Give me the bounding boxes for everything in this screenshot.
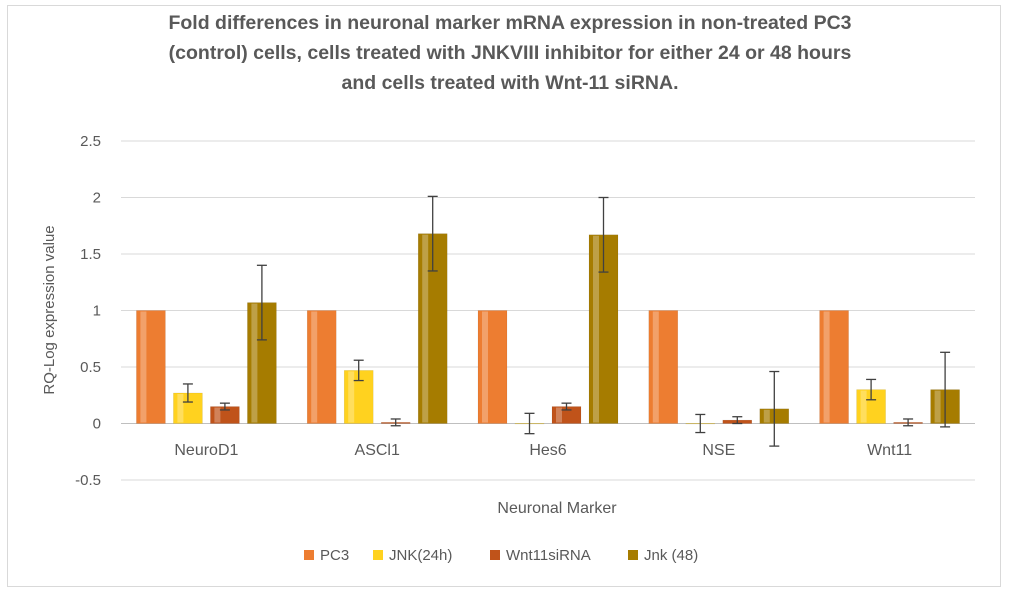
legend-label: PC3 xyxy=(320,547,349,564)
chart-title-line-3: and cells treated with Wnt-11 siRNA. xyxy=(341,72,679,94)
y-tick-label: 2 xyxy=(93,190,101,207)
bar-highlight xyxy=(823,311,830,423)
bar-highlight xyxy=(311,311,318,423)
bar-highlight xyxy=(593,235,599,423)
bar xyxy=(306,310,337,424)
y-tick-label: 1.5 xyxy=(80,246,101,263)
legend: PC3 JNK(24h) Wnt11siRNA Jnk (48) xyxy=(304,547,698,564)
x-category-label: Wnt11 xyxy=(867,442,912,459)
chart-title-line-2: (control) cells, cells treated with JNKV… xyxy=(168,42,852,64)
bar-highlight xyxy=(214,407,221,423)
legend-label: Wnt11siRNA xyxy=(506,547,591,564)
bar xyxy=(819,310,849,424)
legend-swatch xyxy=(304,550,314,560)
chart-title: Fold differences in neuronal marker mRNA… xyxy=(60,8,960,98)
y-axis-ticks: -0.5 0 0.5 1 1.5 2 2.5 xyxy=(75,133,101,489)
bar-highlight xyxy=(422,234,429,423)
y-tick-label: 0.5 xyxy=(80,359,101,376)
x-category-label: NeuroD1 xyxy=(174,442,238,459)
y-tick-label: -0.5 xyxy=(75,472,101,489)
x-category-label: Hes6 xyxy=(529,442,566,459)
bar-highlight xyxy=(348,371,355,423)
legend-swatch xyxy=(373,550,383,560)
bar-highlight xyxy=(652,311,659,423)
bar xyxy=(648,310,679,424)
y-tick-label: 0 xyxy=(93,416,101,433)
x-axis-categories: NeuroD1 ASCl1 Hes6 NSE Wnt11 xyxy=(174,442,912,459)
bar xyxy=(136,310,166,424)
y-tick-label: 1 xyxy=(93,303,101,320)
bar-highlight xyxy=(251,303,258,423)
bar-highlight xyxy=(763,409,770,423)
y-tick-label: 2.5 xyxy=(80,133,101,150)
bar-highlight xyxy=(860,390,867,423)
legend-swatch xyxy=(628,550,638,560)
bar xyxy=(477,310,508,424)
bar-highlight xyxy=(177,393,184,423)
bar-highlight xyxy=(482,311,488,423)
bar-highlight xyxy=(934,390,941,423)
bars xyxy=(136,233,960,425)
x-category-label: NSE xyxy=(702,442,735,459)
legend-label: JNK(24h) xyxy=(389,547,452,564)
chart-frame xyxy=(7,5,1001,587)
bar-highlight xyxy=(556,407,562,423)
legend-label: Jnk (48) xyxy=(644,547,698,564)
chart-title-line-1: Fold differences in neuronal marker mRNA… xyxy=(168,12,852,34)
legend-swatch xyxy=(490,550,500,560)
bar-highlight xyxy=(140,311,147,423)
y-axis-label: RQ-Log expression value xyxy=(41,225,58,394)
x-category-label: ASCl1 xyxy=(355,442,400,459)
error-bars xyxy=(182,195,951,447)
x-axis-label: Neuronal Marker xyxy=(497,500,617,517)
